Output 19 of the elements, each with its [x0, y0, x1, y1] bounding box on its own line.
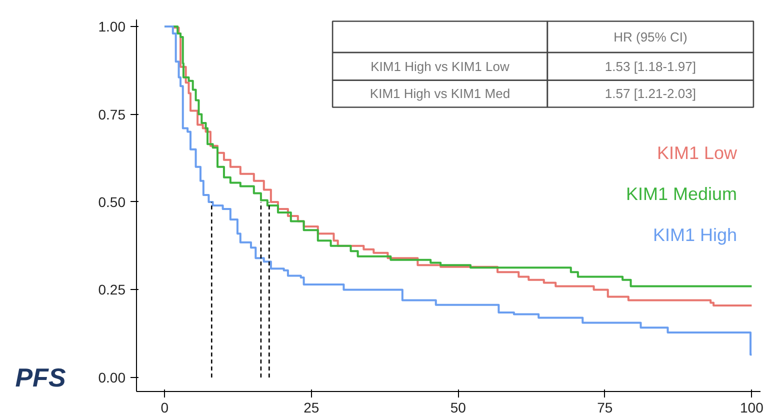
annotation: 1.57 [1.21-2.03] [604, 86, 696, 102]
y-tick-label: 0.25 [98, 282, 126, 298]
x-tick-label: 75 [597, 400, 613, 415]
y-tick-label: 0.75 [98, 106, 126, 122]
x-tick-label: 25 [304, 400, 320, 415]
y-tick-label: 1.00 [98, 18, 126, 35]
y-tick-label: 0.50 [98, 194, 126, 210]
y-tick-label: 0.00 [98, 369, 126, 386]
x-tick-label: 50 [450, 400, 466, 415]
annotation: 1.53 [1.18-1.97] [604, 58, 696, 74]
text: KIM1 Low [656, 142, 738, 163]
x-tick-label: 100 [740, 400, 764, 415]
annotation: KIM1 High vs KIM1 Med [370, 86, 510, 102]
text: KIM1 High [652, 224, 738, 245]
annotation: KIM1 High vs KIM1 Low [370, 58, 510, 74]
annotation: HR (95% CI) [614, 29, 688, 44]
x-tick-label: 0 [160, 400, 169, 415]
text: KIM1 Medium [626, 184, 738, 204]
y-axis-title: PFS [15, 362, 66, 392]
